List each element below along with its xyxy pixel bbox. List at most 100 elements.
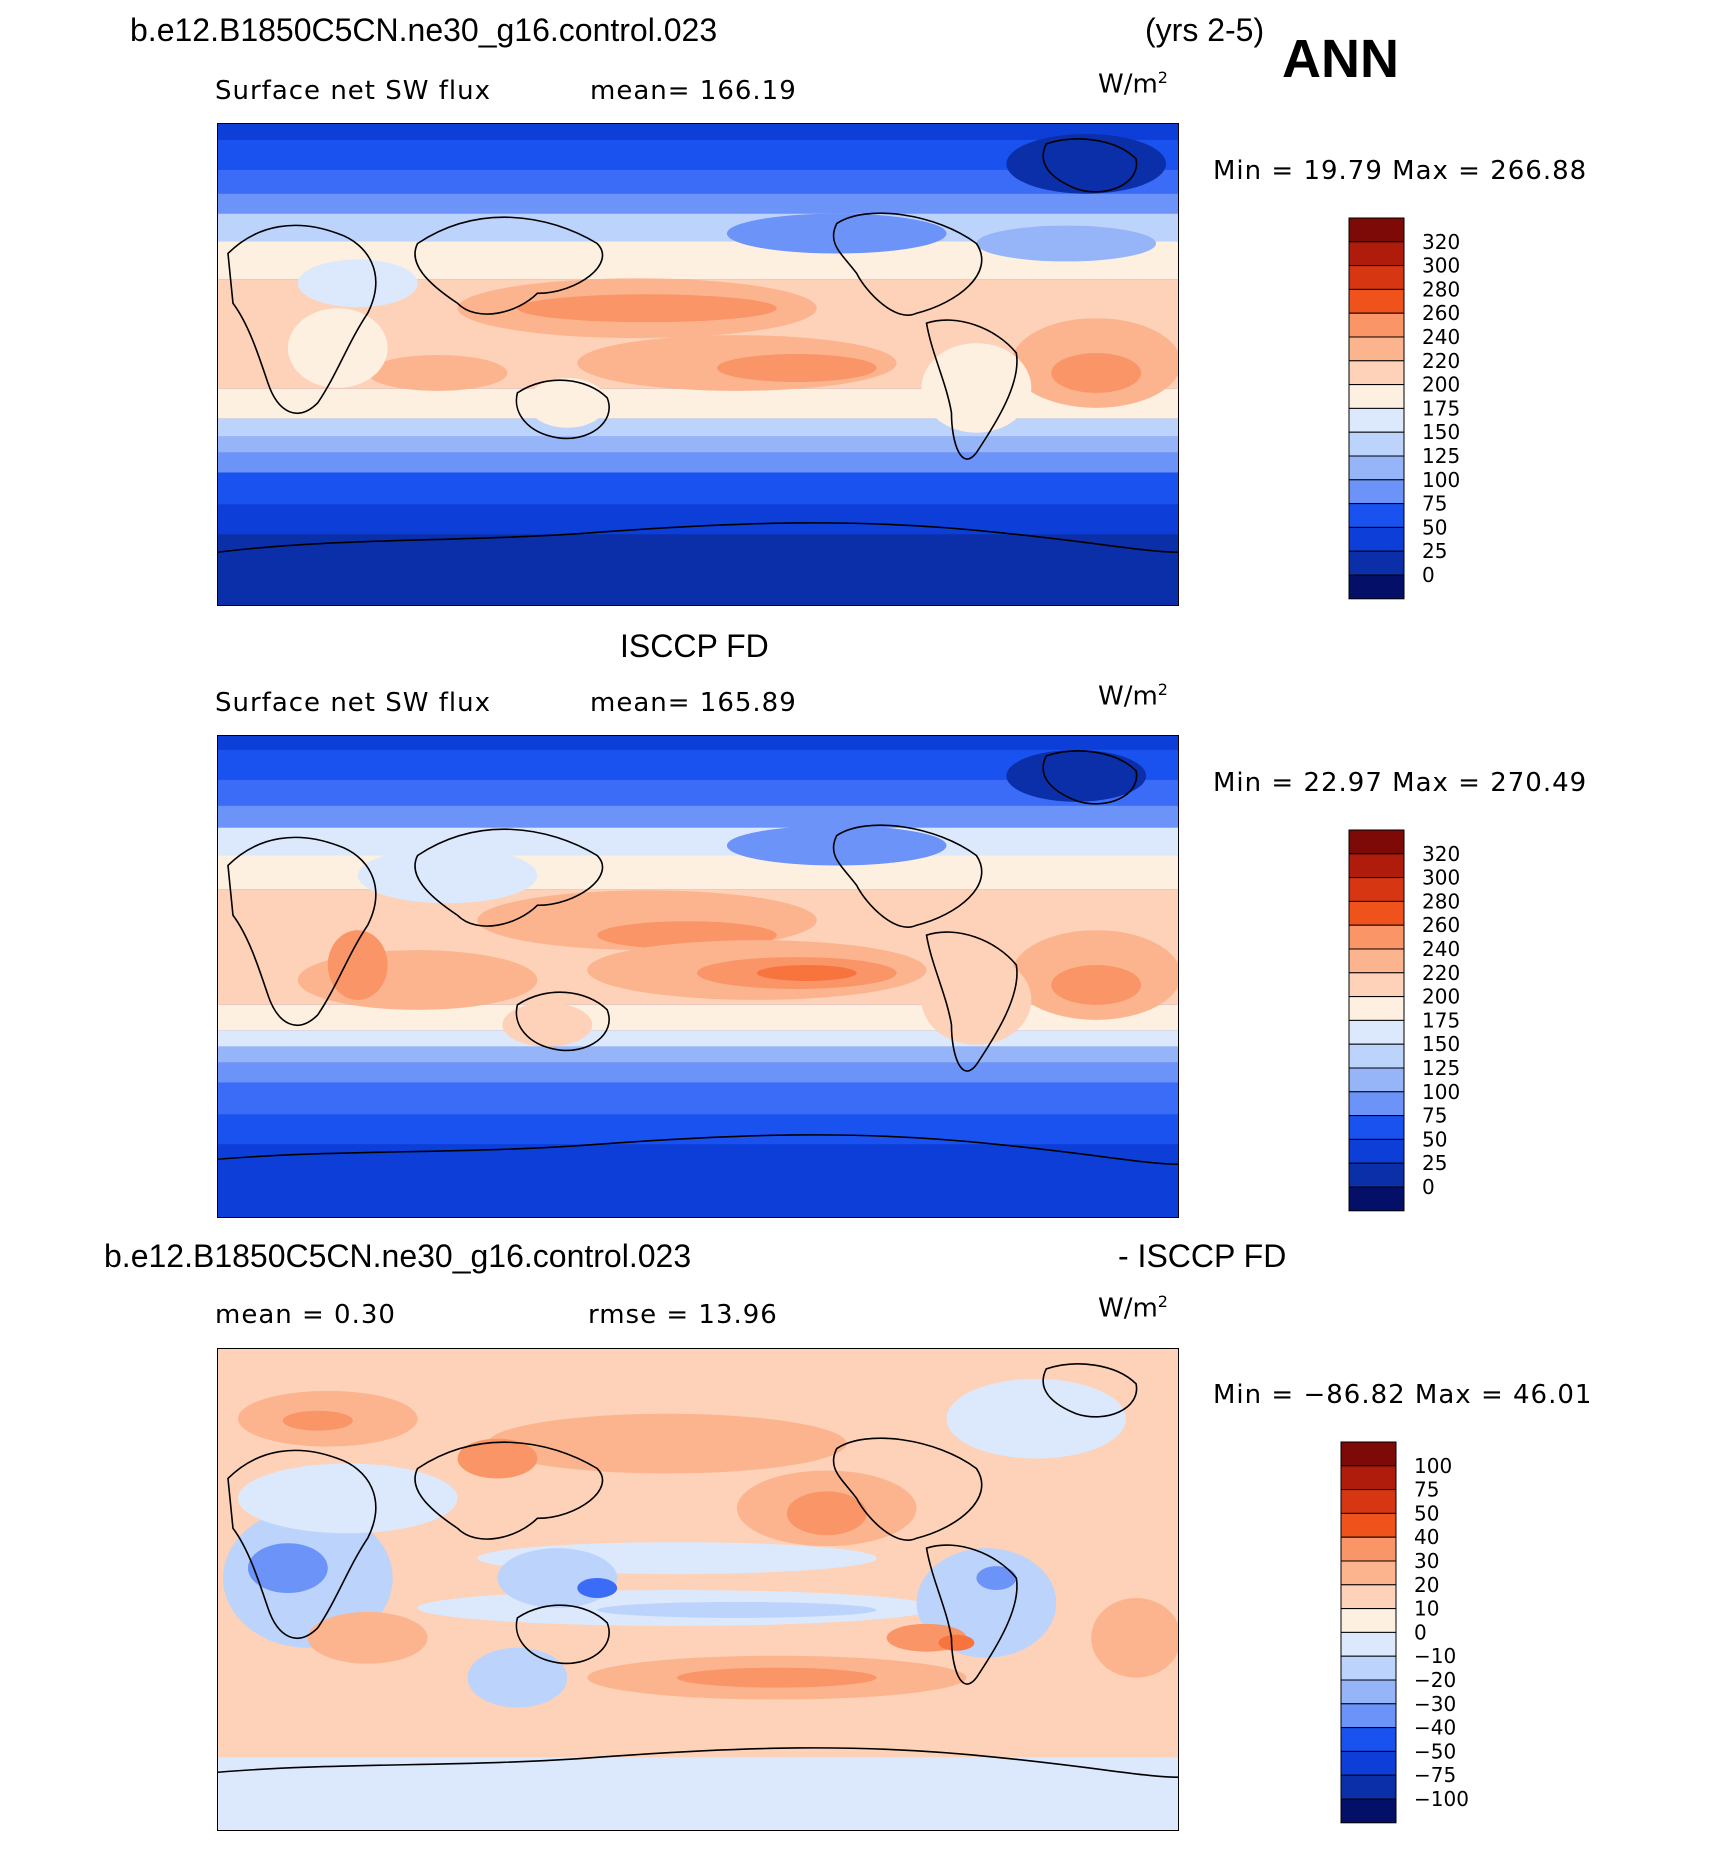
colorbar-swatch xyxy=(1348,360,1405,386)
colorbar-swatch xyxy=(1348,1138,1405,1164)
colorbar-swatch xyxy=(1340,1655,1397,1681)
colorbar-tick-label: 100 xyxy=(1422,1080,1460,1104)
colorbar-swatch xyxy=(1340,1703,1397,1729)
colorbar-tick-label: 240 xyxy=(1422,325,1460,349)
colorbar-tick-label: 40 xyxy=(1414,1525,1439,1549)
colorbar-swatch xyxy=(1348,336,1405,362)
colorbar-swatch xyxy=(1340,1727,1397,1752)
panel3-mean: mean = 0.30 xyxy=(215,1300,396,1330)
colorbar-tick-label: −10 xyxy=(1414,1644,1456,1668)
colorbar-swatch xyxy=(1348,217,1405,243)
colorbar-tick-label: 150 xyxy=(1422,420,1460,444)
colorbar-tick-label: −30 xyxy=(1414,1692,1456,1716)
panel1-mean: mean= 166.19 xyxy=(590,76,797,106)
colorbar-swatch xyxy=(1340,1560,1397,1586)
colorbar-swatch xyxy=(1340,1608,1397,1633)
panel1-units: W/m2 xyxy=(1098,68,1168,100)
panel3-map xyxy=(217,1348,1179,1831)
colorbar-tick-label: 220 xyxy=(1422,961,1460,985)
colorbar-tick-label: 300 xyxy=(1422,866,1460,890)
colorbar-swatch xyxy=(1348,996,1405,1021)
colorbar-tick-label: 50 xyxy=(1422,515,1447,539)
colorbar-swatch xyxy=(1340,1679,1397,1705)
colorbar-swatch xyxy=(1348,312,1405,338)
panel2-variable: Surface net SW flux xyxy=(215,688,491,718)
panel2-map xyxy=(217,735,1179,1218)
colorbar-tick-label: 100 xyxy=(1422,468,1460,492)
panel3-minmax: Min = −86.82 Max = 46.01 xyxy=(1213,1380,1593,1410)
panel3-title-right: - ISCCP FD xyxy=(1118,1238,1287,1274)
colorbar-swatch xyxy=(1348,526,1405,552)
colorbar-tick-label: 200 xyxy=(1422,373,1460,397)
colorbar-tick-label: −40 xyxy=(1414,1716,1456,1740)
colorbar-swatch xyxy=(1348,829,1405,855)
colorbar-swatch xyxy=(1348,877,1405,902)
panel3-title-left: b.e12.B1850C5CN.ne30_g16.control.023 xyxy=(104,1238,692,1274)
colorbar-swatch xyxy=(1348,853,1405,879)
colorbar-tick-label: 220 xyxy=(1422,349,1460,373)
colorbar-tick-label: 50 xyxy=(1414,1501,1439,1525)
colorbar-tick-label: 150 xyxy=(1422,1032,1460,1056)
panel1-map xyxy=(217,123,1179,606)
colorbar-tick-label: 0 xyxy=(1422,563,1435,587)
colorbar-tick-label: 0 xyxy=(1422,1175,1435,1199)
colorbar-swatch xyxy=(1348,431,1405,457)
colorbar-swatch xyxy=(1340,1512,1397,1538)
panel2-mean: mean= 165.89 xyxy=(590,688,797,718)
colorbar-swatch xyxy=(1340,1465,1397,1491)
colorbar-swatch xyxy=(1340,1489,1397,1514)
colorbar-tick-label: −50 xyxy=(1414,1739,1456,1763)
colorbar-swatch xyxy=(1340,1631,1397,1657)
colorbar-tick-label: 20 xyxy=(1414,1573,1439,1597)
colorbar-tick-label: 260 xyxy=(1422,301,1460,325)
panel2-units: W/m2 xyxy=(1098,680,1168,712)
colorbar-tick-label: 320 xyxy=(1422,842,1460,866)
colorbar-tick-label: 30 xyxy=(1414,1549,1439,1573)
colorbar-tick-label: 260 xyxy=(1422,913,1460,937)
colorbar-tick-label: 280 xyxy=(1422,889,1460,913)
colorbar-swatch xyxy=(1340,1536,1397,1562)
panel2-minmax: Min = 22.97 Max = 270.49 xyxy=(1213,768,1588,798)
colorbar-tick-label: 75 xyxy=(1422,1104,1447,1128)
colorbar-swatch xyxy=(1340,1798,1397,1824)
colorbar-tick-label: 300 xyxy=(1422,254,1460,278)
colorbar-tick-label: 240 xyxy=(1422,937,1460,961)
colorbar-swatch xyxy=(1348,900,1405,926)
colorbar-swatch xyxy=(1348,1043,1405,1069)
colorbar-swatch xyxy=(1340,1441,1397,1467)
colorbar-tick-label: −75 xyxy=(1414,1763,1456,1787)
colorbar-swatch xyxy=(1340,1584,1397,1610)
colorbar-tick-label: 75 xyxy=(1414,1478,1439,1502)
colorbar-tick-label: 25 xyxy=(1422,539,1447,563)
colorbar-tick-label: 280 xyxy=(1422,277,1460,301)
colorbar-swatch xyxy=(1348,550,1405,576)
colorbar-tick-label: 125 xyxy=(1422,444,1460,468)
colorbar-swatch xyxy=(1348,574,1405,600)
colorbar-swatch xyxy=(1348,1186,1405,1212)
panel1-variable: Surface net SW flux xyxy=(215,76,491,106)
case-title: b.e12.B1850C5CN.ne30_g16.control.023 xyxy=(130,12,718,48)
colorbar-swatch xyxy=(1348,948,1405,974)
colorbar-swatch xyxy=(1348,1162,1405,1188)
panel2-title: ISCCP FD xyxy=(620,628,769,664)
colorbar-tick-label: −20 xyxy=(1414,1668,1456,1692)
colorbar-swatch xyxy=(1348,479,1405,505)
colorbar-swatch xyxy=(1340,1750,1397,1776)
colorbar-swatch xyxy=(1340,1774,1397,1800)
colorbar-tick-label: 200 xyxy=(1422,985,1460,1009)
colorbar-swatch xyxy=(1348,1115,1405,1140)
colorbar-swatch xyxy=(1348,384,1405,409)
colorbar-tick-label: 50 xyxy=(1422,1127,1447,1151)
colorbar-swatch xyxy=(1348,924,1405,950)
colorbar-tick-label: 125 xyxy=(1422,1056,1460,1080)
colorbar-swatch xyxy=(1348,455,1405,481)
colorbar-swatch xyxy=(1348,241,1405,267)
colorbar-swatch xyxy=(1348,288,1405,314)
panel1-minmax: Min = 19.79 Max = 266.88 xyxy=(1213,156,1588,186)
colorbar-tick-label: 25 xyxy=(1422,1151,1447,1175)
colorbar-tick-label: 0 xyxy=(1414,1620,1427,1644)
colorbar-swatch xyxy=(1348,503,1405,528)
colorbar-swatch xyxy=(1348,265,1405,290)
